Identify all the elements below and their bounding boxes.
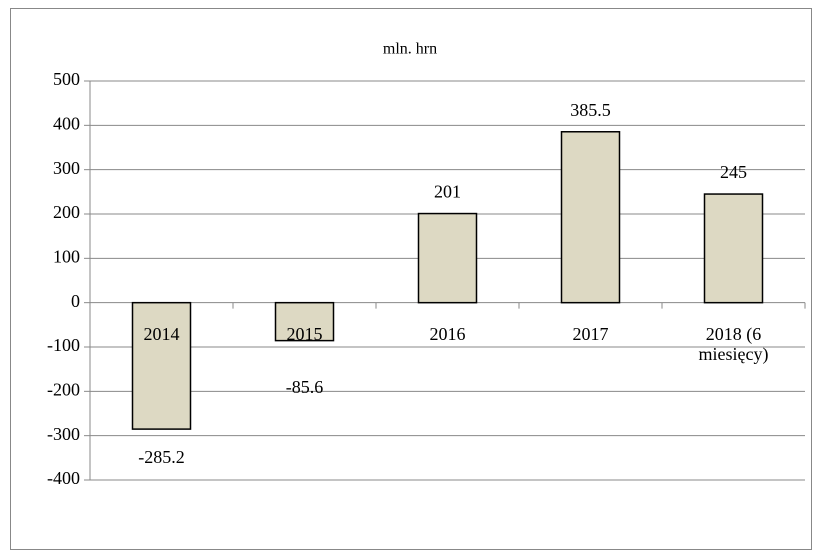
data-label: 201 (434, 182, 461, 202)
y-tick-label: 500 (53, 69, 80, 89)
y-tick-label: 100 (53, 246, 80, 266)
chart-title: mln. hrn (383, 41, 437, 58)
x-tick-label: 2016 (429, 323, 466, 344)
y-tick-label: 0 (71, 291, 80, 311)
x-tick-label: 2018 (6 miesięcy) (698, 323, 769, 364)
y-tick-label: -200 (47, 379, 80, 399)
x-tick-label: 2017 (572, 323, 609, 344)
data-label: -285.2 (138, 447, 185, 467)
y-tick-label: 300 (53, 158, 80, 178)
bar (274, 301, 335, 342)
data-label: 385.5 (570, 100, 611, 120)
bar (703, 193, 764, 304)
y-tick-label: -100 (47, 335, 80, 355)
data-label: -85.6 (286, 377, 324, 397)
bar (560, 131, 621, 304)
bar (417, 212, 478, 304)
x-tick-label: 2014 (143, 323, 180, 344)
x-tick-label: 2015 (286, 323, 323, 344)
y-tick-label: -400 (47, 468, 80, 488)
y-tick-label: 400 (53, 113, 80, 133)
y-tick-label: -300 (47, 424, 80, 444)
bar (131, 301, 192, 430)
chart-frame (10, 8, 812, 550)
data-label: 245 (720, 162, 747, 182)
y-tick-label: 200 (53, 202, 80, 222)
